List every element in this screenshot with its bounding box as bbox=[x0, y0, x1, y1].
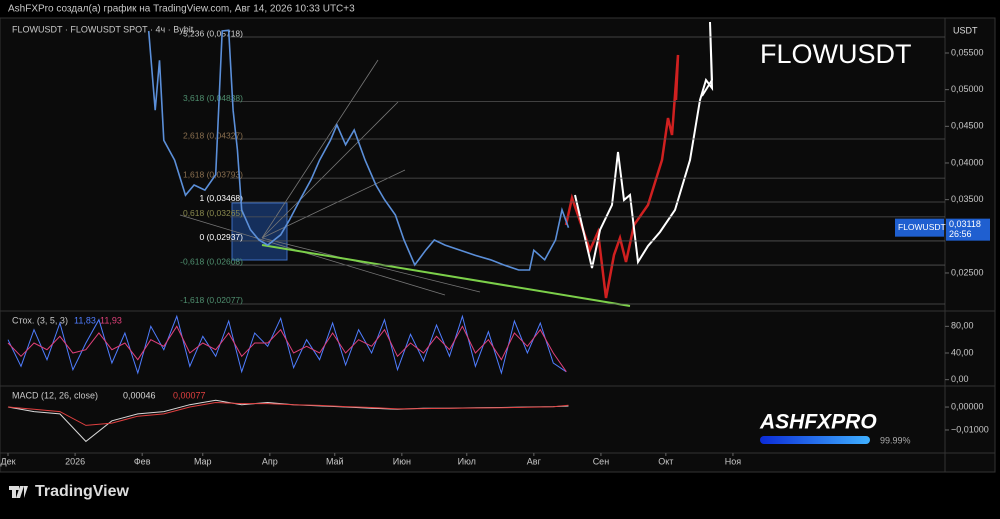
logo: ASHFXPRO 99.99% bbox=[759, 411, 911, 446]
projection-white bbox=[574, 21, 714, 269]
fib-label: 5,236 (0,05718) bbox=[183, 28, 243, 38]
x-tick-label: Дек bbox=[0, 456, 15, 466]
x-tick-label: Май bbox=[326, 456, 344, 466]
x-tick-label: Июл bbox=[458, 456, 476, 466]
fib-label: 2,618 (0,04327) bbox=[183, 130, 243, 140]
fib-label: 3,618 (0,04838) bbox=[183, 93, 243, 103]
x-tick-label: 2026 bbox=[65, 456, 85, 466]
y-tick-label: −0,01000 bbox=[951, 424, 989, 434]
y-tick-label: 0,05500 bbox=[951, 47, 984, 57]
projection-red bbox=[564, 54, 680, 299]
plot bbox=[7, 399, 569, 443]
x-tick-label: Авг bbox=[527, 456, 542, 466]
progress-label: 99.99% bbox=[880, 435, 911, 445]
range-box bbox=[231, 202, 288, 261]
x-tick-label: Фев bbox=[134, 456, 151, 466]
currency: USDT bbox=[953, 25, 978, 35]
plot bbox=[7, 314, 567, 375]
fib-label: 0 (0,02937) bbox=[200, 232, 244, 242]
fib-label: -0,618 (0,02608) bbox=[180, 256, 243, 266]
legend-value: 0,00046 bbox=[123, 390, 156, 400]
stoch-legend: Стох. (3, 5, 3) bbox=[12, 315, 68, 325]
macd-legend: MACD (12, 26, close) bbox=[12, 390, 98, 400]
fan-line bbox=[261, 101, 399, 239]
series-line bbox=[7, 314, 567, 375]
fan-line bbox=[261, 59, 379, 239]
legend-value: 11,83 bbox=[74, 315, 96, 325]
y-tick-label: 0,03500 bbox=[951, 194, 984, 204]
fib-label: 0,618 (0,03265) bbox=[183, 208, 243, 218]
x-tick-label: Ноя bbox=[725, 456, 742, 466]
y-tick-label: 0,05000 bbox=[951, 84, 984, 94]
chart-frame bbox=[0, 17, 996, 473]
progress-bar bbox=[760, 436, 870, 444]
y-tick-label: 0,00000 bbox=[951, 401, 984, 411]
tv-icon bbox=[9, 486, 28, 498]
price-legend: FLOWUSDT · FLOWUSDT SPOT · 4ч · Bybit bbox=[12, 24, 194, 34]
price-name: FLOWUSDT bbox=[898, 222, 946, 232]
x-tick-label: Мар bbox=[194, 456, 212, 466]
price-box bbox=[946, 218, 990, 241]
series-line bbox=[7, 325, 567, 372]
chart-title: FLOWUSDT bbox=[760, 39, 912, 69]
y-tick-label: 0,04500 bbox=[951, 121, 984, 131]
y-tick-label: 0,00 bbox=[951, 374, 969, 384]
legend-value: 0,00077 bbox=[173, 390, 206, 400]
x-tick-label: Июн bbox=[393, 456, 411, 466]
countdown: 26:56 bbox=[949, 229, 972, 239]
header: AshFXPro создал(а) график на TradingView… bbox=[8, 3, 355, 15]
x-tick-label: Сен bbox=[593, 456, 610, 466]
y-tick-label: 80,00 bbox=[951, 321, 974, 331]
footer-text: TradingView bbox=[35, 483, 130, 500]
footer-logo: TradingView bbox=[9, 483, 130, 500]
fib-label: -1,618 (0,02077) bbox=[180, 295, 243, 305]
x-tick-label: Апр bbox=[262, 456, 278, 466]
y-tick-label: 0,04000 bbox=[951, 157, 984, 167]
series-line bbox=[147, 29, 570, 271]
series-line bbox=[7, 401, 569, 426]
legend-value: 11,93 bbox=[100, 315, 122, 325]
price-name-box bbox=[895, 218, 944, 237]
y-tick-label: 40,00 bbox=[951, 347, 974, 357]
fib-label: 1 (0,03468) bbox=[200, 193, 244, 203]
logo-text: ASHFXPRO bbox=[759, 411, 877, 434]
y-tick-label: 0,02500 bbox=[951, 267, 984, 277]
x-tick-label: Окт bbox=[658, 456, 673, 466]
plot bbox=[147, 29, 570, 271]
trend-line bbox=[261, 244, 631, 307]
fan-line bbox=[179, 214, 446, 296]
fib-label: 1,618 (0,03793) bbox=[183, 169, 243, 179]
last-price: 0,03118 bbox=[949, 219, 981, 229]
